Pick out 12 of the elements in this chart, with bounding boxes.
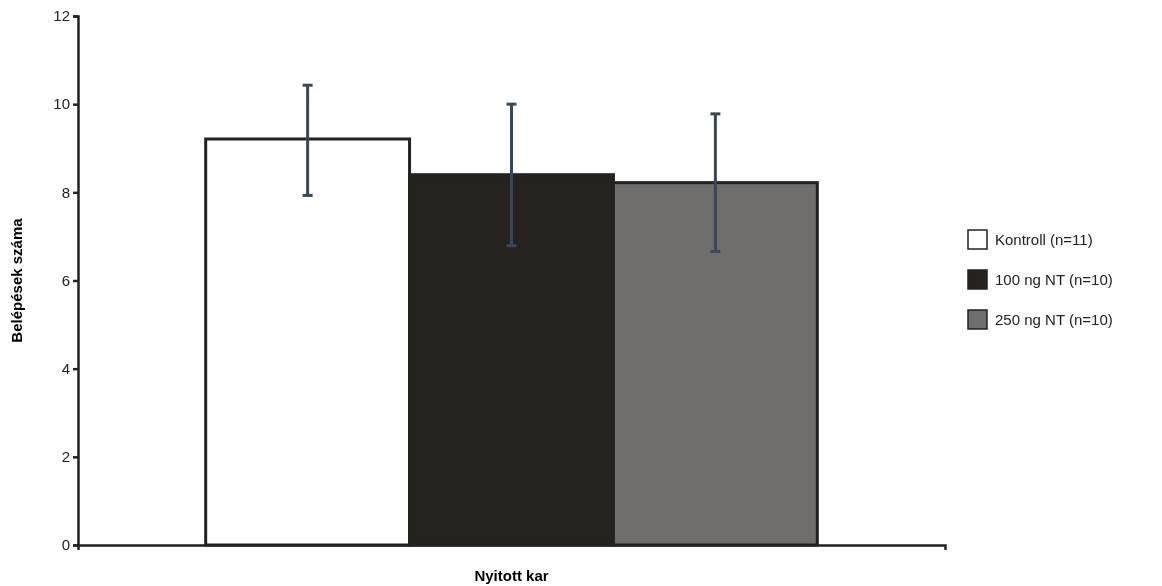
legend-label: 100 ng NT (n=10) <box>995 271 1113 288</box>
y-tick-label: 10 <box>53 95 70 113</box>
y-tick-label: 2 <box>61 448 70 466</box>
y-tick-label: 0 <box>61 536 70 554</box>
legend-label: 250 ng NT (n=10) <box>995 311 1113 328</box>
x-axis-title: Nyitott kar <box>474 567 549 584</box>
y-tick-label: 4 <box>61 359 70 377</box>
y-tick-label: 8 <box>61 183 70 201</box>
y-axis-title: Belépések száma <box>8 217 25 343</box>
legend-label: Kontroll (n=11) <box>995 231 1093 248</box>
y-tick-label: 12 <box>53 7 70 25</box>
y-tick-label: 6 <box>61 271 70 289</box>
